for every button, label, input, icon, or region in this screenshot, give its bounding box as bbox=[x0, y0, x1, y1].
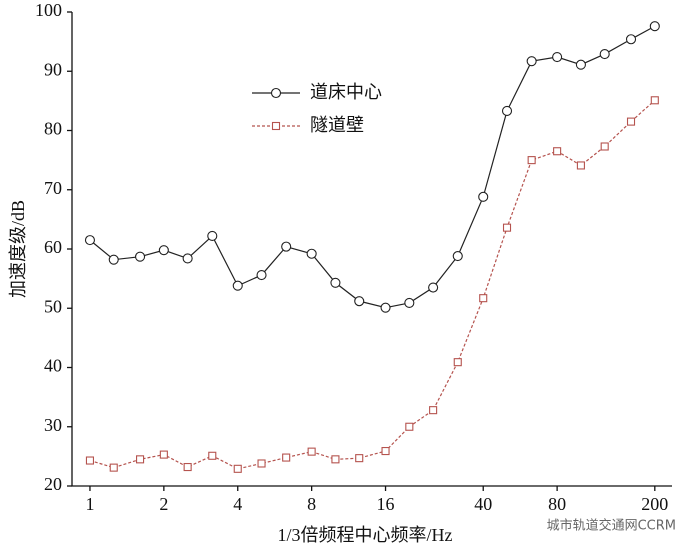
data-point bbox=[207, 230, 218, 242]
x-tick-label: 200 bbox=[641, 494, 668, 514]
data-point bbox=[553, 147, 562, 156]
data-point bbox=[599, 49, 610, 60]
y-tick-label: 60 bbox=[44, 237, 62, 257]
data-point bbox=[575, 59, 586, 70]
data-point bbox=[232, 280, 243, 291]
data-point bbox=[355, 454, 364, 463]
data-point bbox=[626, 117, 636, 126]
x-tick-label: 1 bbox=[85, 494, 94, 514]
y-tick-label: 100 bbox=[35, 0, 62, 20]
data-point bbox=[354, 296, 365, 307]
data-point bbox=[109, 463, 118, 472]
data-point bbox=[108, 254, 119, 265]
data-point bbox=[552, 51, 563, 63]
data-point bbox=[453, 358, 462, 367]
data-point bbox=[257, 459, 266, 468]
y-tick-label: 50 bbox=[44, 296, 62, 316]
legend-label: 道床中心 bbox=[310, 82, 382, 103]
y-tick-label: 30 bbox=[44, 415, 62, 435]
x-tick-label: 80 bbox=[548, 494, 566, 514]
x-tick-label: 16 bbox=[377, 494, 395, 514]
data-point bbox=[183, 462, 192, 472]
data-point bbox=[501, 105, 513, 116]
legend-label: 隧道壁 bbox=[310, 115, 364, 136]
data-point bbox=[576, 161, 585, 170]
data-point bbox=[331, 455, 340, 464]
data-point bbox=[85, 456, 95, 465]
watermark: 城市轨道交通网CCRM bbox=[547, 518, 676, 534]
x-tick-label: 2 bbox=[159, 494, 168, 514]
series-line bbox=[89, 99, 656, 470]
data-point bbox=[84, 235, 96, 246]
y-axis-label: 加速度级/dB bbox=[8, 200, 28, 298]
data-point bbox=[502, 223, 512, 232]
data-point bbox=[233, 464, 242, 473]
data-point bbox=[404, 297, 415, 308]
data-point bbox=[649, 21, 660, 32]
x-tick-label: 8 bbox=[307, 494, 316, 514]
data-point bbox=[307, 447, 316, 456]
data-point bbox=[306, 248, 317, 259]
data-point bbox=[208, 451, 217, 460]
x-tick-label: 40 bbox=[474, 494, 492, 514]
data-point bbox=[330, 277, 341, 288]
data-point bbox=[526, 56, 537, 67]
data-point bbox=[650, 96, 659, 105]
legend-marker bbox=[271, 121, 281, 131]
y-tick-label: 90 bbox=[44, 59, 62, 79]
x-axis-label: 1/3倍频程中心频率/Hz bbox=[278, 525, 453, 545]
data-point bbox=[158, 245, 169, 256]
data-point bbox=[136, 455, 145, 464]
data-point bbox=[600, 142, 609, 151]
y-tick-label: 40 bbox=[44, 356, 62, 376]
y-tick-label: 70 bbox=[44, 178, 62, 198]
data-point bbox=[135, 251, 146, 262]
legend-marker bbox=[270, 87, 282, 99]
x-tick-label: 4 bbox=[233, 494, 242, 514]
data-point bbox=[282, 453, 291, 462]
data-point bbox=[428, 282, 439, 293]
data-point bbox=[405, 422, 414, 431]
data-point bbox=[380, 302, 391, 313]
data-point bbox=[625, 34, 637, 45]
data-point bbox=[478, 191, 489, 202]
data-point bbox=[159, 450, 168, 459]
data-point bbox=[429, 406, 438, 415]
y-tick-label: 20 bbox=[44, 474, 62, 494]
data-point bbox=[281, 241, 292, 252]
data-point bbox=[256, 270, 267, 281]
data-point bbox=[182, 253, 193, 264]
data-point bbox=[381, 446, 390, 456]
data-point bbox=[527, 156, 536, 165]
data-point bbox=[479, 294, 488, 303]
series-line bbox=[89, 25, 656, 309]
data-point bbox=[452, 251, 463, 262]
y-tick-label: 80 bbox=[44, 119, 62, 139]
